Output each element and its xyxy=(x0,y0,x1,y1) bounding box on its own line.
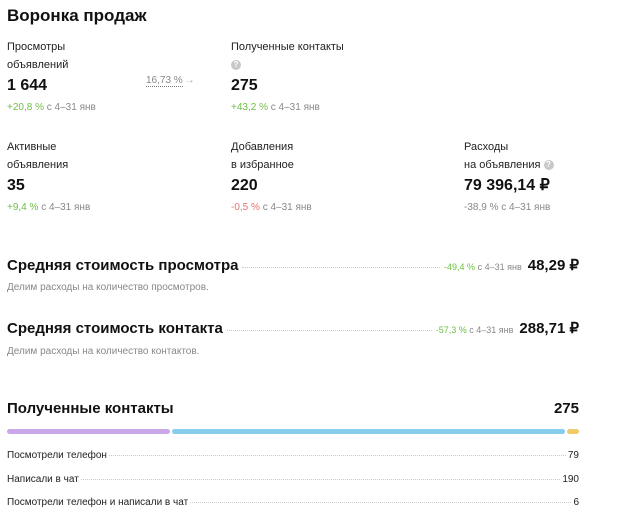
change-percent: -38,9 % xyxy=(464,202,499,213)
metric-change: -0,5 % с 4–31 янв xyxy=(231,201,312,215)
metric-label: Добавления xyxy=(231,141,294,153)
metric-active-ads: Активные объявления 35 +9,4 % с 4–31 янв xyxy=(7,138,90,215)
metric-label: Просмотры xyxy=(7,41,66,53)
list-item-label: Написали в чат xyxy=(7,474,79,485)
metric-label: Полученные контакты xyxy=(231,41,344,53)
avg-cost-contact-row: Средняя стоимость контакта -57,3 % с 4–3… xyxy=(7,319,579,337)
list-item-value: 190 xyxy=(562,474,579,485)
dotted-leader xyxy=(190,502,572,503)
metric-views: Просмотры объявлений 1 644 +20,8 % с 4–3… xyxy=(7,38,96,115)
metric-favorites: Добавления в избранное 220 -0,5 % с 4–31… xyxy=(231,138,312,215)
avg-cost-contact-title: Средняя стоимость контакта xyxy=(7,320,223,337)
metric-label: Расходы xyxy=(464,141,509,153)
avg-cost-contact-change: -57,3 % с 4–31 янв xyxy=(436,325,514,335)
list-item-value: 6 xyxy=(573,497,579,508)
metric-change: +43,2 % с 4–31 янв xyxy=(231,101,344,115)
change-percent: +20,8 % xyxy=(7,102,44,113)
change-percent: -0,5 % xyxy=(231,202,260,213)
metric-value: 275 xyxy=(231,77,258,94)
change-period: с 4–31 янв xyxy=(469,325,514,335)
avg-cost-view-value: 48,29 ₽ xyxy=(527,257,579,274)
arrow-right-icon: → xyxy=(184,75,195,86)
contacts-section-title: Полученные контакты xyxy=(7,400,174,417)
conversion-percent: 16,73 % xyxy=(146,75,183,87)
change-period: с 4–31 янв xyxy=(501,202,551,213)
list-item: Написали в чат 190 xyxy=(7,474,579,485)
metric-expenses: Расходы на объявления ? 79 396,14 ₽ -38,… xyxy=(464,138,554,215)
metric-value: 79 396,14 ₽ xyxy=(464,177,550,194)
change-percent: +43,2 % xyxy=(231,102,268,113)
bar-both-segment xyxy=(567,429,579,434)
avg-cost-view-change: -49,4 % с 4–31 янв xyxy=(444,262,522,272)
dotted-leader xyxy=(108,455,566,456)
change-percent: -57,3 % xyxy=(435,325,467,335)
avg-cost-view-row: Средняя стоимость просмотра -49,4 % с 4–… xyxy=(7,256,579,274)
help-icon[interactable]: ? xyxy=(543,160,554,171)
avg-cost-view-description: Делим расходы на количество просмотров. xyxy=(7,282,209,293)
change-period: с 4–31 янв xyxy=(477,262,522,272)
metric-contacts: Полученные контакты ? 275 +43,2 % с 4–31… xyxy=(231,38,344,115)
list-item-label: Посмотрели телефон и написали в чат xyxy=(7,497,189,508)
metric-label-line2: на объявления ? xyxy=(464,156,554,174)
conversion-rate[interactable]: 16,73 % → xyxy=(146,75,195,87)
metric-label: Активные xyxy=(7,141,57,153)
avg-cost-contact-value: 288,71 ₽ xyxy=(519,320,579,337)
metric-label: в избранное xyxy=(231,159,294,171)
metric-label: на объявления xyxy=(464,159,541,171)
list-item: Посмотрели телефон и написали в чат 6 xyxy=(7,497,579,508)
contacts-total: 275 xyxy=(553,400,579,417)
change-period: с 4–31 янв xyxy=(41,202,91,213)
change-period: с 4–31 янв xyxy=(270,102,320,113)
dotted-leader xyxy=(226,330,432,331)
list-item-value: 79 xyxy=(567,450,579,461)
metric-value: 35 xyxy=(7,177,25,194)
metric-value: 1 644 xyxy=(7,77,48,94)
metric-change: -38,9 % с 4–31 янв xyxy=(464,201,554,215)
metric-help-line: ? xyxy=(231,56,344,74)
metric-value: 220 xyxy=(231,177,258,194)
change-percent: -49,4 % xyxy=(444,262,476,272)
avg-cost-view-title: Средняя стоимость просмотра xyxy=(7,257,239,274)
metric-change: +20,8 % с 4–31 янв xyxy=(7,101,96,115)
dotted-leader xyxy=(80,479,561,480)
metric-label: объявлений xyxy=(7,59,69,71)
list-item-label: Посмотрели телефон xyxy=(7,450,107,461)
list-item: Посмотрели телефон 79 xyxy=(7,450,579,461)
page-title: Воронка продаж xyxy=(7,6,147,25)
change-period: с 4–31 янв xyxy=(46,102,96,113)
bar-chat-segment xyxy=(172,429,565,434)
bar-phone-segment xyxy=(7,429,170,434)
help-icon[interactable]: ? xyxy=(231,60,241,71)
dotted-leader xyxy=(242,267,441,268)
metric-label: объявления xyxy=(7,159,69,171)
change-period: с 4–31 янв xyxy=(262,202,312,213)
avg-cost-contact-description: Делим расходы на количество контактов. xyxy=(7,346,200,357)
metric-change: +9,4 % с 4–31 янв xyxy=(7,201,90,215)
change-percent: +9,4 % xyxy=(7,202,39,213)
